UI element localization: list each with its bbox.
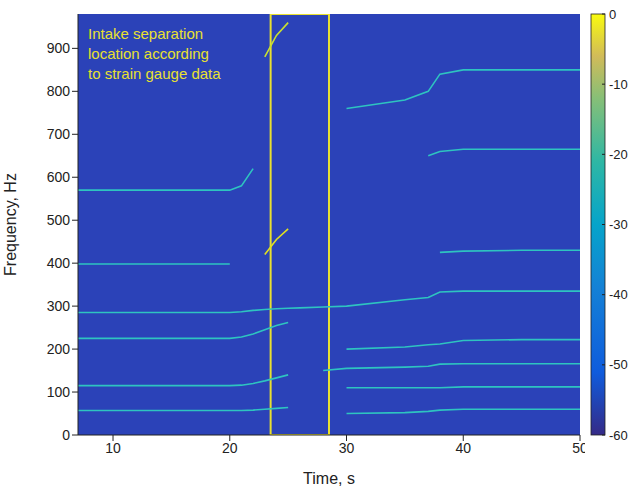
svg-text:600: 600 [47, 169, 71, 185]
svg-text:Frequency, Hz: Frequency, Hz [2, 173, 19, 276]
svg-text:-10: -10 [609, 77, 628, 92]
svg-text:30: 30 [339, 440, 355, 456]
svg-text:40: 40 [455, 440, 471, 456]
svg-text:-20: -20 [609, 147, 628, 162]
svg-text:700: 700 [47, 126, 71, 142]
html-text:Intake separation: Intake separation [88, 25, 204, 42]
svg-text:0: 0 [62, 427, 70, 443]
html-text:location according: location according [88, 45, 209, 62]
svg-text:100: 100 [47, 384, 71, 400]
svg-text:10: 10 [105, 440, 121, 456]
svg-text:-60: -60 [609, 428, 628, 443]
svg-text:200: 200 [47, 341, 71, 357]
svg-text:50: 50 [572, 440, 585, 456]
svg-text:-30: -30 [609, 217, 628, 232]
svg-text:Time, s: Time, s [303, 470, 355, 487]
svg-text:500: 500 [47, 212, 71, 228]
svg-text:-50: -50 [609, 357, 628, 372]
svg-text:-40: -40 [609, 287, 628, 302]
svg-text:300: 300 [47, 298, 71, 314]
html-text:to strain gauge data: to strain gauge data [88, 65, 221, 82]
svg-text:400: 400 [47, 255, 71, 271]
svg-text:20: 20 [222, 440, 238, 456]
svg-text:900: 900 [47, 40, 71, 56]
svg-text:800: 800 [47, 83, 71, 99]
svg-text:0: 0 [609, 7, 616, 22]
